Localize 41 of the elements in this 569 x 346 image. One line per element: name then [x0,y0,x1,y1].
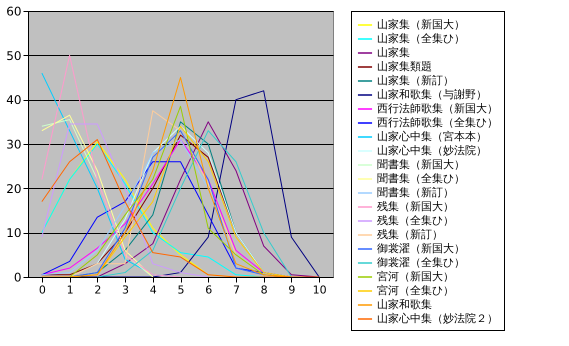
x-tick-label: 4 [150,284,157,296]
legend-label: 西行法師歌集（新国大） [377,102,498,115]
legend-label: 山家集（全集ひ） [377,32,465,45]
x-tick-label: 9 [288,284,296,296]
legend-label: 山家和歌集（与謝野） [377,88,487,101]
legend-label: 聞書集（新訂） [377,186,454,199]
x-tick-label: 6 [205,284,212,296]
legend-label: 山家集 [377,46,410,59]
legend-label: 山家集（新国大） [377,18,465,31]
x-tick-label: 1 [66,284,74,296]
legend-label: 宮河（新国大） [377,270,454,283]
legend-label: 山家集類題 [377,60,432,73]
x-tick-label: 10 [312,284,327,296]
x-tick-label: 8 [260,284,268,296]
legend-label: 山家心中集（妙法院２） [377,312,498,325]
x-tick-label: 0 [38,284,46,296]
legend-label: 聞書集（新国大） [377,158,465,171]
y-tick-label: 40 [6,93,22,108]
legend-label: 山家集（新訂） [377,74,454,87]
legend-label: 山家心中集（宮本本） [377,130,487,143]
x-tick-label: 3 [122,284,130,296]
y-tick-label: 0 [14,270,22,284]
x-tick-label: 7 [232,284,240,296]
y-tick-label: 50 [6,48,22,63]
legend-label: 残集（新訂） [377,228,443,241]
legend-label: 残集（全集ひ） [377,214,454,227]
legend-label: 聞書集（全集ひ） [377,172,465,185]
legend-label: 山家心中集（妙法院） [377,144,487,157]
legend-label: 宮河（全集ひ） [377,284,454,297]
legend-label: 御裳濯（全集ひ） [377,256,465,269]
y-tick-label: 20 [6,182,22,196]
line-series [41,124,209,277]
y-tick-label: 30 [6,138,22,152]
x-tick-label: 2 [94,284,102,296]
legend-label: 山家和歌集 [377,298,432,311]
legend-label: 西行法師歌集（全集ひ） [377,116,498,129]
legend-label: 残集（新国大） [377,200,454,213]
y-tick-label: 60 [6,4,22,18]
legend-label: 御裳濯（新国大） [377,242,465,255]
x-tick-label: 5 [178,284,184,296]
y-tick-label: 10 [6,226,22,240]
